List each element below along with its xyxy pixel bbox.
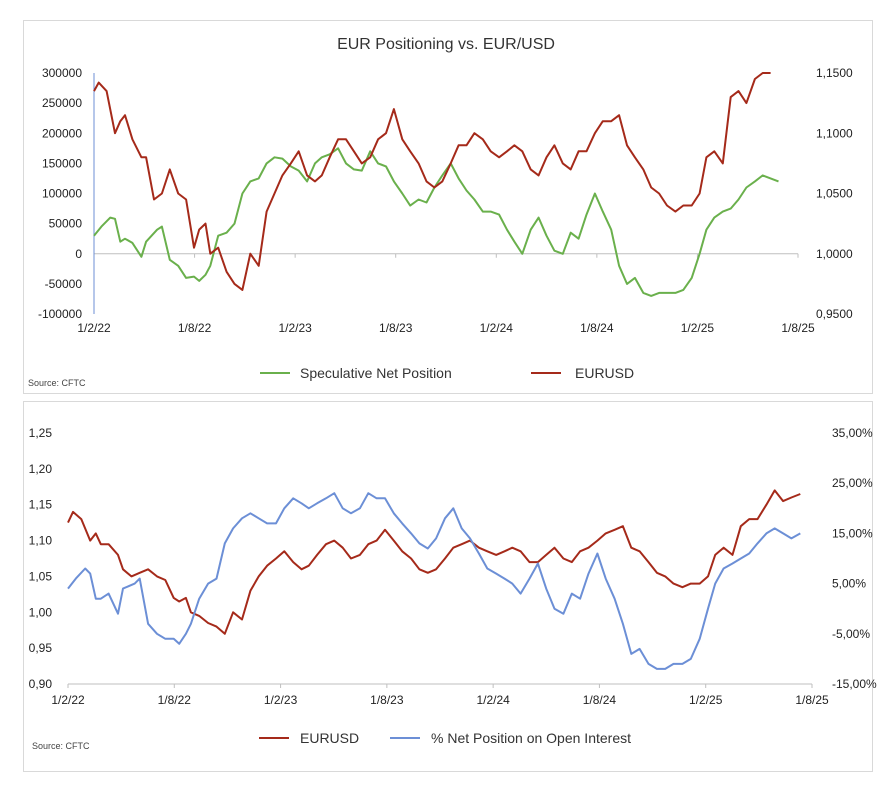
- x-tick-label: 1/2/24: [476, 693, 510, 707]
- x-tick-label: 1/8/23: [379, 321, 413, 335]
- series-line-0: [67, 489, 801, 635]
- y-left-tick-label: 250000: [42, 96, 82, 110]
- legend-label-1: % Net Position on Open Interest: [431, 730, 631, 746]
- y-left-tick-label: 0,90: [29, 677, 53, 691]
- y-left-tick-label: 100000: [42, 187, 82, 201]
- chart-title: EUR Positioning vs. EUR/USD: [337, 36, 555, 53]
- legend-label-0: EURUSD: [300, 730, 359, 746]
- y-left-tick-label: 1,25: [29, 426, 53, 440]
- y-left-tick-label: -50000: [45, 277, 83, 291]
- y-right-tick-label: 15,00%: [832, 526, 873, 540]
- y-left-tick-label: 0: [75, 247, 82, 261]
- source-note: Source: CFTC: [32, 741, 90, 751]
- y-right-tick-label: 0,9500: [816, 307, 853, 321]
- chart-panel-positioning: EUR Positioning vs. EUR/USD 300000 250000 2…: [23, 20, 873, 394]
- y-left-tick-label: 300000: [42, 66, 82, 80]
- y-left-tick-label: 1,00: [29, 605, 53, 619]
- y-right-tick-label: 25,00%: [832, 476, 873, 490]
- x-tick-label: 1/8/25: [781, 321, 815, 335]
- y-left-tick-label: 1,15: [29, 498, 53, 512]
- y-left-tick-label: 0,95: [29, 641, 53, 655]
- y-right-tick-label: 35,00%: [832, 426, 873, 440]
- x-tick-label: 1/8/25: [795, 693, 829, 707]
- y-left-tick-label: 1,05: [29, 569, 53, 583]
- y-left-tick-label: 150000: [42, 156, 82, 170]
- x-tick-label: 1/2/23: [264, 693, 298, 707]
- series-line-0: [93, 147, 779, 297]
- x-tick-label: 1/8/22: [178, 321, 212, 335]
- series-line-1: [93, 72, 771, 291]
- y-right-tick-label: 1,0500: [816, 187, 853, 201]
- x-tick-label: 1/2/22: [51, 693, 85, 707]
- x-tick-label: 1/8/22: [158, 693, 192, 707]
- y-right-tick-label: 1,1500: [816, 66, 853, 80]
- y-left-tick-label: 200000: [42, 126, 82, 140]
- legend-label-0: Speculative Net Position: [300, 365, 452, 381]
- x-tick-label: 1/2/24: [480, 321, 514, 335]
- y-left-tick-label: -100000: [38, 307, 82, 321]
- x-tick-label: 1/8/24: [580, 321, 614, 335]
- legend-label-1: EURUSD: [575, 365, 634, 381]
- x-tick-label: 1/8/24: [583, 693, 617, 707]
- y-right-tick-label: -5,00%: [832, 627, 870, 641]
- x-tick-label: 1/2/23: [278, 321, 312, 335]
- x-tick-label: 1/2/22: [77, 321, 111, 335]
- series-line-1: [67, 492, 801, 670]
- chart-open-interest-svg: 1,25 1,20 1,15 1,10 1,05 1,00 0,95 0,90 35,00% 25…: [29, 426, 877, 751]
- y-left-tick-label: 1,20: [29, 462, 53, 476]
- source-note: Source: CFTC: [28, 378, 86, 388]
- y-right-tick-label: 1,1000: [816, 126, 853, 140]
- chart-positioning-svg: EUR Positioning vs. EUR/USD 300000 250000 2…: [28, 36, 853, 388]
- y-left-tick-label: 1,10: [29, 534, 53, 548]
- x-tick-label: 1/2/25: [689, 693, 723, 707]
- y-left-tick-label: 50000: [49, 217, 83, 231]
- x-tick-label: 1/8/23: [370, 693, 404, 707]
- x-tick-label: 1/2/25: [681, 321, 715, 335]
- y-right-tick-label: 1,0000: [816, 247, 853, 261]
- y-right-tick-label: 5,00%: [832, 577, 866, 591]
- chart-panel-open-interest: 1,25 1,20 1,15 1,10 1,05 1,00 0,95 0,90 35,00% 25…: [23, 401, 877, 772]
- y-right-tick-label: -15,00%: [832, 677, 877, 691]
